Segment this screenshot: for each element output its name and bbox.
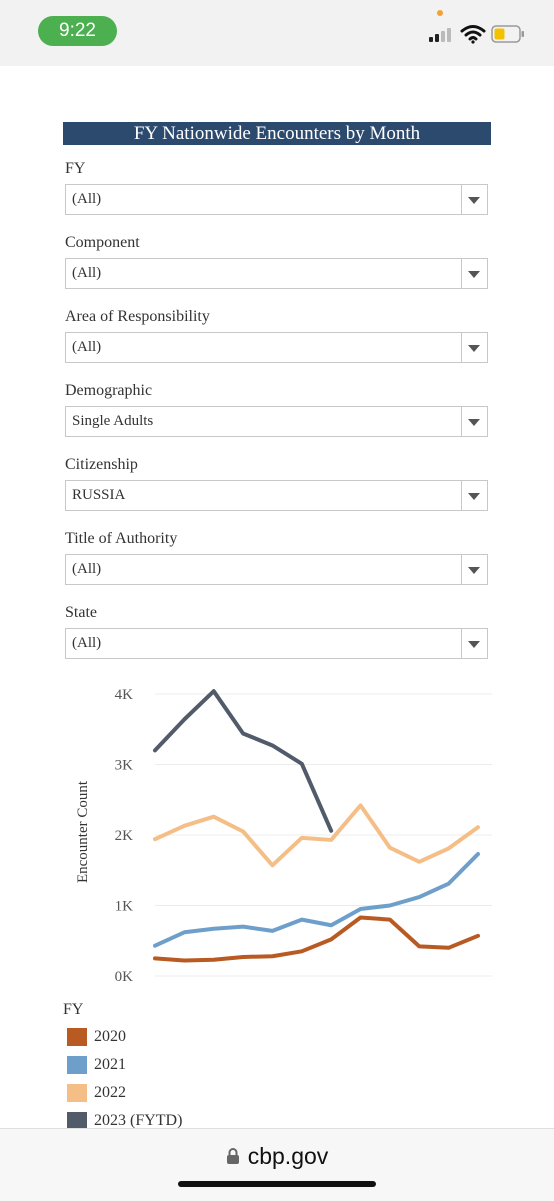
- series-line-2020[interactable]: [153, 915, 480, 963]
- legend-item-2023[interactable]: 2023 (FYTD): [67, 1110, 182, 1132]
- wifi-icon: [460, 25, 486, 44]
- status-bar: 9:22: [0, 0, 554, 66]
- legend-label: 2021: [94, 1056, 126, 1073]
- y-tick-label: 0K: [115, 969, 134, 985]
- legend-label: 2023 (FYTD): [94, 1112, 183, 1129]
- battery-icon: [491, 25, 524, 43]
- citizenship-dropdown-value: RUSSIA: [72, 487, 126, 503]
- demographic-dropdown[interactable]: Single Adults: [65, 406, 488, 437]
- filter-label-demographic: Demographic: [65, 382, 153, 399]
- filter-label-citizenship: Citizenship: [65, 456, 138, 473]
- chevron-down-icon[interactable]: [461, 333, 487, 362]
- chevron-down-icon[interactable]: [461, 555, 487, 584]
- legend-swatch: [67, 1056, 87, 1074]
- legend-swatch: [67, 1112, 87, 1130]
- encounters-line-chart[interactable]: 0K 1K 2K 3K 4K Encounter Count: [60, 680, 500, 990]
- chevron-down-icon[interactable]: [461, 629, 487, 658]
- legend-title: FY: [63, 1001, 84, 1018]
- legend-item-2020[interactable]: 2020: [67, 1026, 126, 1048]
- clock-time[interactable]: 9:22: [38, 16, 117, 46]
- privacy-indicator-dot: [437, 10, 443, 16]
- title-of-authority-dropdown-value: (All): [72, 561, 102, 577]
- home-indicator[interactable]: [178, 1181, 376, 1187]
- y-tick-label: 3K: [115, 758, 134, 774]
- y-tick-label: 4K: [115, 687, 134, 703]
- chevron-down-icon[interactable]: [461, 407, 487, 436]
- area-of-responsibility-dropdown-value: (All): [72, 339, 102, 355]
- state-dropdown-value: (All): [72, 635, 102, 651]
- chevron-down-icon[interactable]: [461, 185, 487, 214]
- legend-item-2021[interactable]: 2021: [67, 1054, 126, 1076]
- demographic-dropdown-value: Single Adults: [72, 413, 154, 429]
- browser-bottom-bar: cbp.gov: [0, 1128, 554, 1201]
- fy-dropdown-value: (All): [72, 191, 102, 207]
- title-of-authority-dropdown[interactable]: (All): [65, 554, 488, 585]
- chart-gridlines: [155, 693, 492, 977]
- citizenship-dropdown[interactable]: RUSSIA: [65, 480, 488, 511]
- signal-icon: [429, 26, 455, 42]
- legend-item-2022[interactable]: 2022: [67, 1082, 126, 1104]
- state-dropdown[interactable]: (All): [65, 628, 488, 659]
- y-axis-label: Encounter Count: [75, 780, 91, 883]
- chevron-down-icon[interactable]: [461, 259, 487, 288]
- filter-label-title-of-authority: Title of Authority: [65, 530, 178, 547]
- legend-label: 2022: [94, 1084, 126, 1101]
- address-bar[interactable]: cbp.gov: [0, 1141, 554, 1171]
- y-tick-label: 2K: [115, 828, 134, 844]
- legend-swatch: [67, 1028, 87, 1046]
- url-text: cbp.gov: [247, 1142, 329, 1169]
- filter-label-area-of-responsibility: Area of Responsibility: [65, 308, 210, 325]
- series-line-2021[interactable]: [153, 852, 480, 948]
- chart-series-lines: [153, 689, 480, 963]
- legend-label: 2020: [94, 1028, 126, 1045]
- area-of-responsibility-dropdown[interactable]: (All): [65, 332, 488, 363]
- lock-icon: [226, 1148, 239, 1164]
- y-axis-ticks: 0K 1K 2K 3K 4K: [115, 687, 134, 985]
- filter-label-fy: FY: [65, 160, 86, 177]
- component-dropdown[interactable]: (All): [65, 258, 488, 289]
- fy-dropdown[interactable]: (All): [65, 184, 488, 215]
- chevron-down-icon[interactable]: [461, 481, 487, 510]
- legend-swatch: [67, 1084, 87, 1102]
- filter-label-state: State: [65, 604, 97, 621]
- y-tick-label: 1K: [115, 899, 134, 915]
- series-line-2023[interactable]: [153, 689, 334, 833]
- component-dropdown-value: (All): [72, 265, 102, 281]
- dashboard-title: FY Nationwide Encounters by Month: [63, 122, 491, 145]
- series-line-2022[interactable]: [153, 803, 480, 868]
- filter-label-component: Component: [65, 234, 140, 251]
